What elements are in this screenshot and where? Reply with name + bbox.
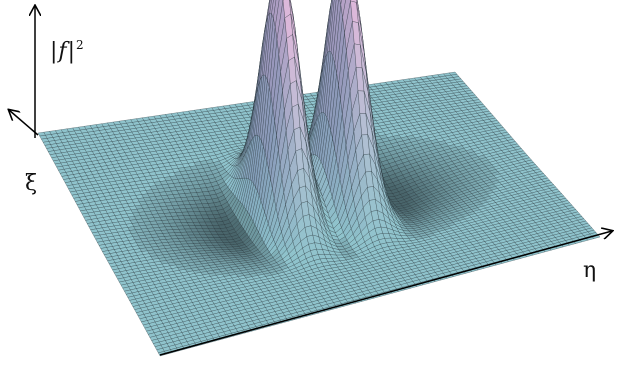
surface-mesh [37, 0, 601, 357]
